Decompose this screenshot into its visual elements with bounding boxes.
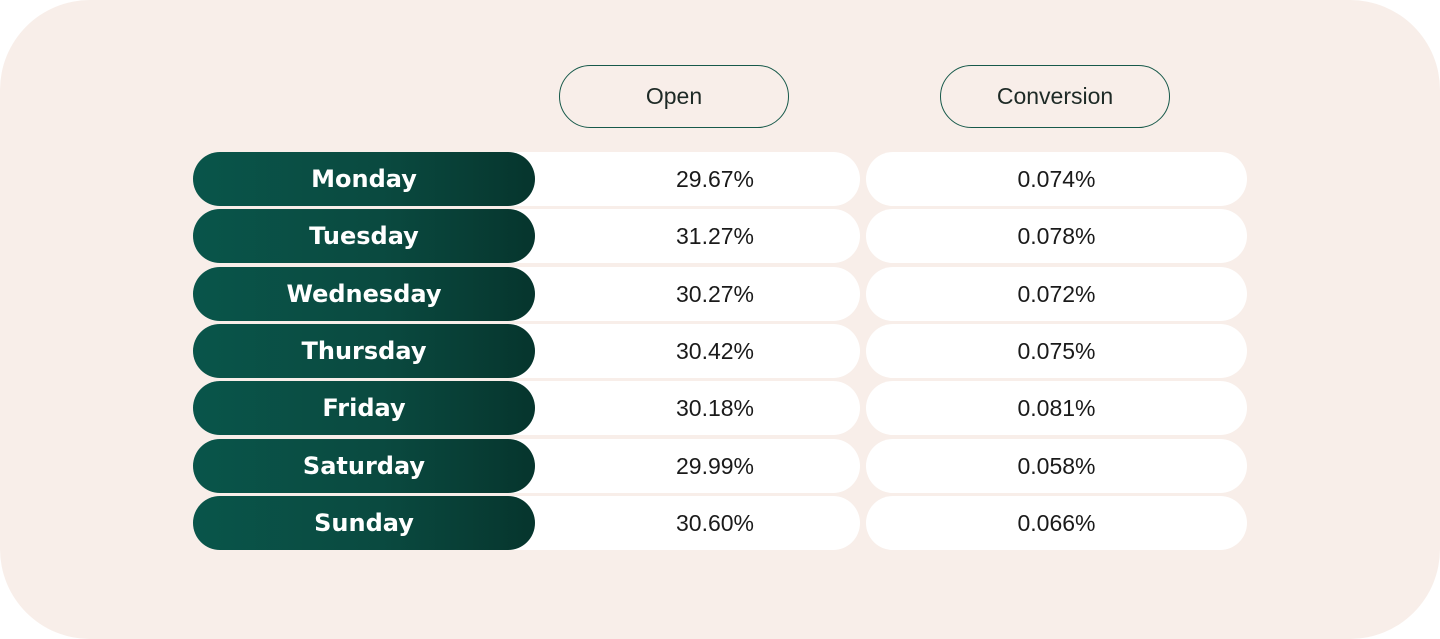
conversion-rate-cell: 0.058% <box>866 439 1247 493</box>
column-header-conversion: Conversion <box>940 65 1170 128</box>
column-header-open: Open <box>559 65 789 128</box>
day-label: Thursday <box>193 324 535 378</box>
open-rate-cell: 30.42% <box>480 324 860 378</box>
open-rate-cell: 29.99% <box>480 439 860 493</box>
conversion-rate-cell: 0.074% <box>866 152 1247 206</box>
open-rate-cell: 30.18% <box>480 381 860 435</box>
day-label: Monday <box>193 152 535 206</box>
open-rate-cell: 31.27% <box>480 209 860 263</box>
day-label: Tuesday <box>193 209 535 263</box>
open-rate-cell: 29.67% <box>480 152 860 206</box>
day-label: Saturday <box>193 439 535 493</box>
day-label: Friday <box>193 381 535 435</box>
open-rate-cell: 30.60% <box>480 496 860 550</box>
open-rate-cell: 30.27% <box>480 267 860 321</box>
day-label: Sunday <box>193 496 535 550</box>
conversion-rate-cell: 0.081% <box>866 381 1247 435</box>
conversion-rate-cell: 0.066% <box>866 496 1247 550</box>
conversion-rate-cell: 0.072% <box>866 267 1247 321</box>
conversion-rate-cell: 0.075% <box>866 324 1247 378</box>
conversion-rate-cell: 0.078% <box>866 209 1247 263</box>
day-label: Wednesday <box>193 267 535 321</box>
